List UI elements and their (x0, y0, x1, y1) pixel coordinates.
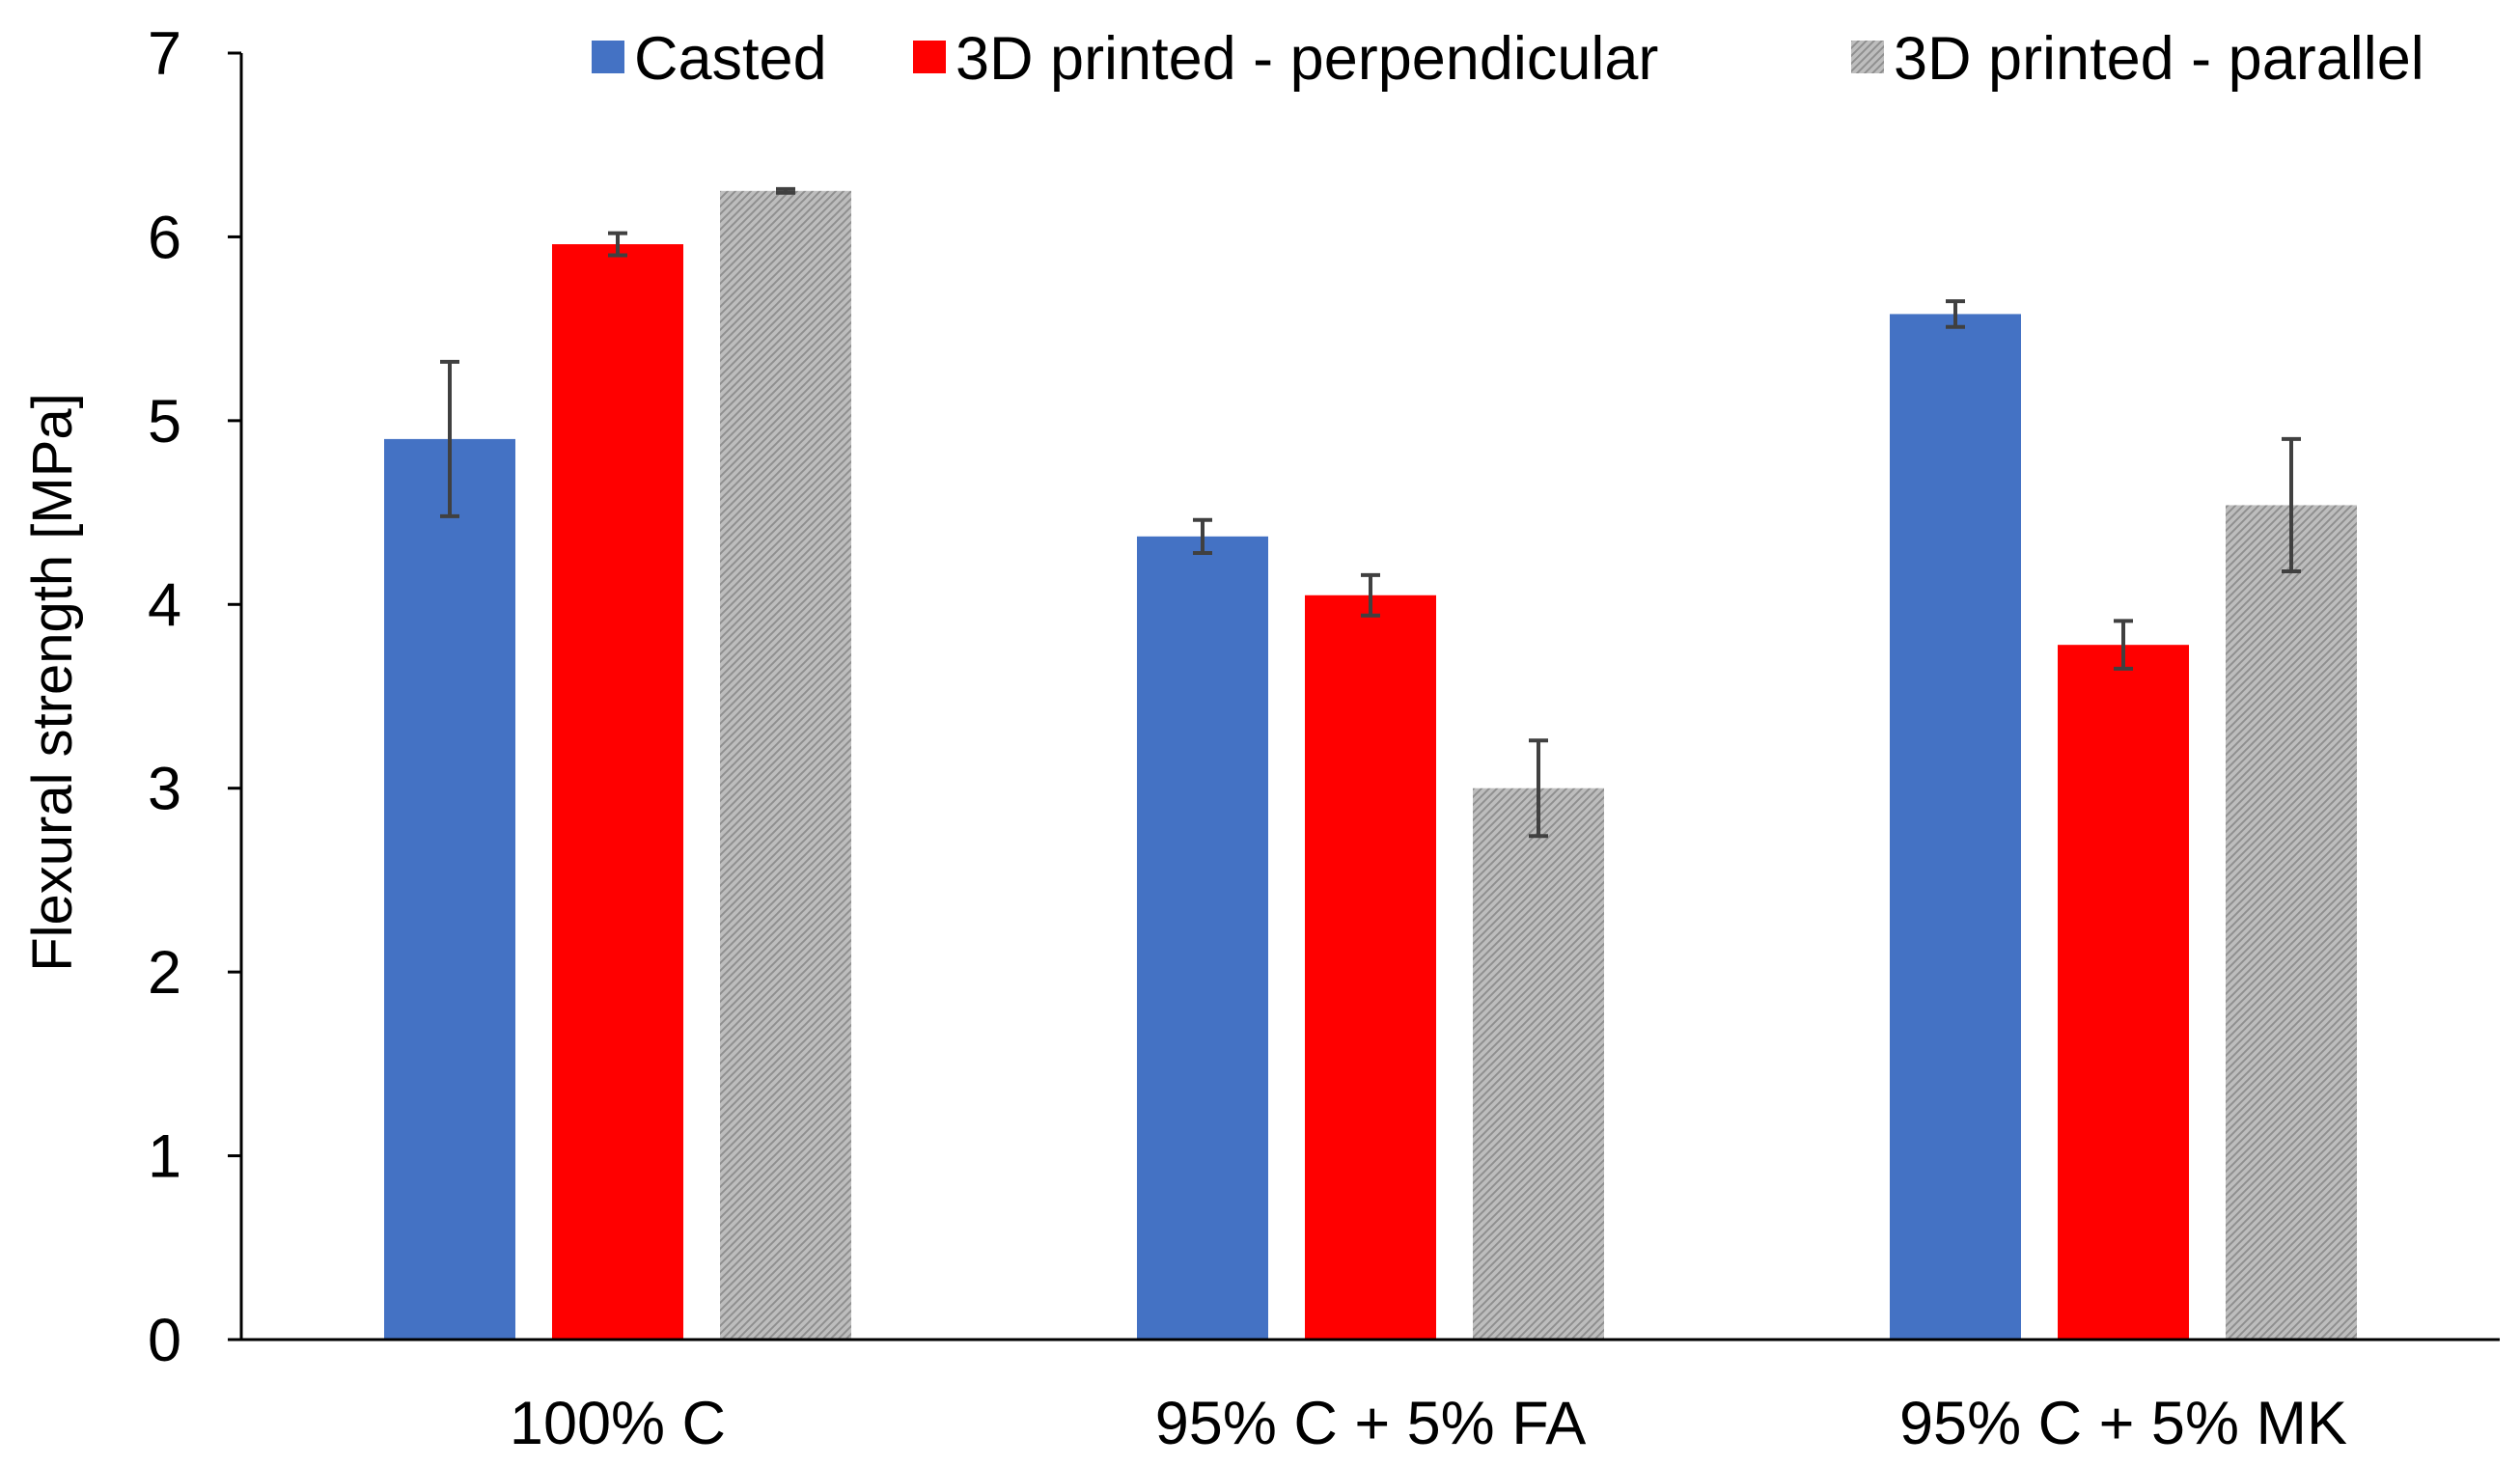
y-tick-label: 7 (148, 20, 181, 88)
legend-swatch-3d-printed-parallel (1851, 41, 1884, 73)
y-axis-title: Flexural strength [MPa] (21, 393, 84, 972)
legend-label-3d-printed-parallel: 3D printed - parallel (1894, 25, 2424, 93)
bar-group (384, 190, 2357, 1341)
bar-3d-printed-parallel-95-c-5-mk (2226, 505, 2357, 1340)
y-tick-label: 3 (148, 756, 181, 823)
y-tick-label: 6 (148, 204, 181, 271)
legend-swatch-casted (592, 41, 624, 73)
bar-casted-95-c-5-mk (1890, 314, 2021, 1340)
error-bars (440, 186, 2301, 839)
legend-label-3d-printed-perpendicular: 3D printed - perpendicular (955, 25, 1658, 93)
bar-3d-printed-perpendicular-95-c-5-mk (2058, 645, 2189, 1340)
legend: Casted 3D printed - perpendicular 3D print… (592, 25, 2424, 93)
legend-swatch-3d-printed-perpendicular (913, 41, 946, 73)
legend-label-casted: Casted (634, 25, 827, 93)
bar-3d-printed-perpendicular-100-c (552, 244, 683, 1341)
y-tick-label: 0 (148, 1307, 181, 1374)
bar-3d-printed-perpendicular-95-c-5-fa (1305, 595, 1436, 1340)
bar-casted-100-c (384, 438, 515, 1340)
bar-3d-printed-parallel-100-c (720, 190, 851, 1341)
x-axis-tick-labels: 100% C 95% C + 5% FA 95% C + 5% MK (510, 1390, 2347, 1457)
x-tick-label: 95% C + 5% FA (1155, 1390, 1586, 1457)
x-tick-label: 95% C + 5% MK (1899, 1390, 2347, 1457)
y-tick-label: 4 (148, 571, 181, 639)
y-axis-ticks: 0 1 2 3 4 5 6 7 (148, 20, 241, 1374)
y-tick-label: 5 (148, 388, 181, 456)
axes (239, 53, 2500, 1342)
x-tick-label: 100% C (510, 1390, 726, 1457)
bar-3d-printed-parallel-95-c-5-fa (1473, 788, 1604, 1340)
bar-casted-95-c-5-fa (1137, 536, 1268, 1340)
y-tick-label: 1 (148, 1123, 181, 1191)
y-tick-label: 2 (148, 939, 181, 1007)
